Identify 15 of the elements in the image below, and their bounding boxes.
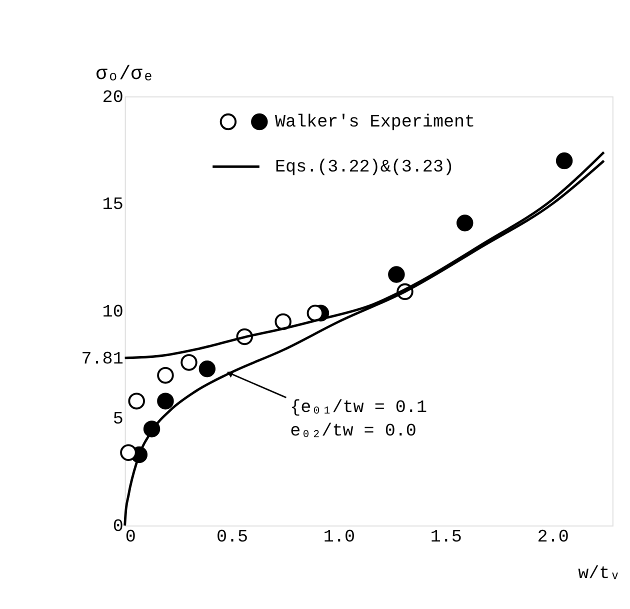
y-tick-label: 20: [102, 88, 124, 108]
legend-label: Eqs.(3.22)&(3.23): [275, 158, 454, 178]
x-tick-label: 0.5: [216, 528, 248, 548]
y-tick-label: 15: [102, 195, 124, 216]
annotation: {e₀₁/tw = 0.1 e₀₂/tw = 0.0: [290, 398, 427, 442]
x-tick-label: 1.5: [430, 528, 462, 548]
y-axis-title: σₒ/σₑ: [96, 62, 154, 85]
x-tick-label: 2.0: [537, 528, 569, 548]
x-axis-title: w/tᵥ: [578, 564, 620, 584]
x-tick-label: 0: [125, 528, 136, 548]
legend-label: Walker's Experiment: [275, 112, 476, 133]
x-tick-label: 1.0: [323, 528, 355, 548]
y-tick-label: 10: [102, 302, 124, 322]
y-tick-label: 7.81: [81, 349, 124, 370]
y-tick-label: 5: [112, 410, 124, 430]
